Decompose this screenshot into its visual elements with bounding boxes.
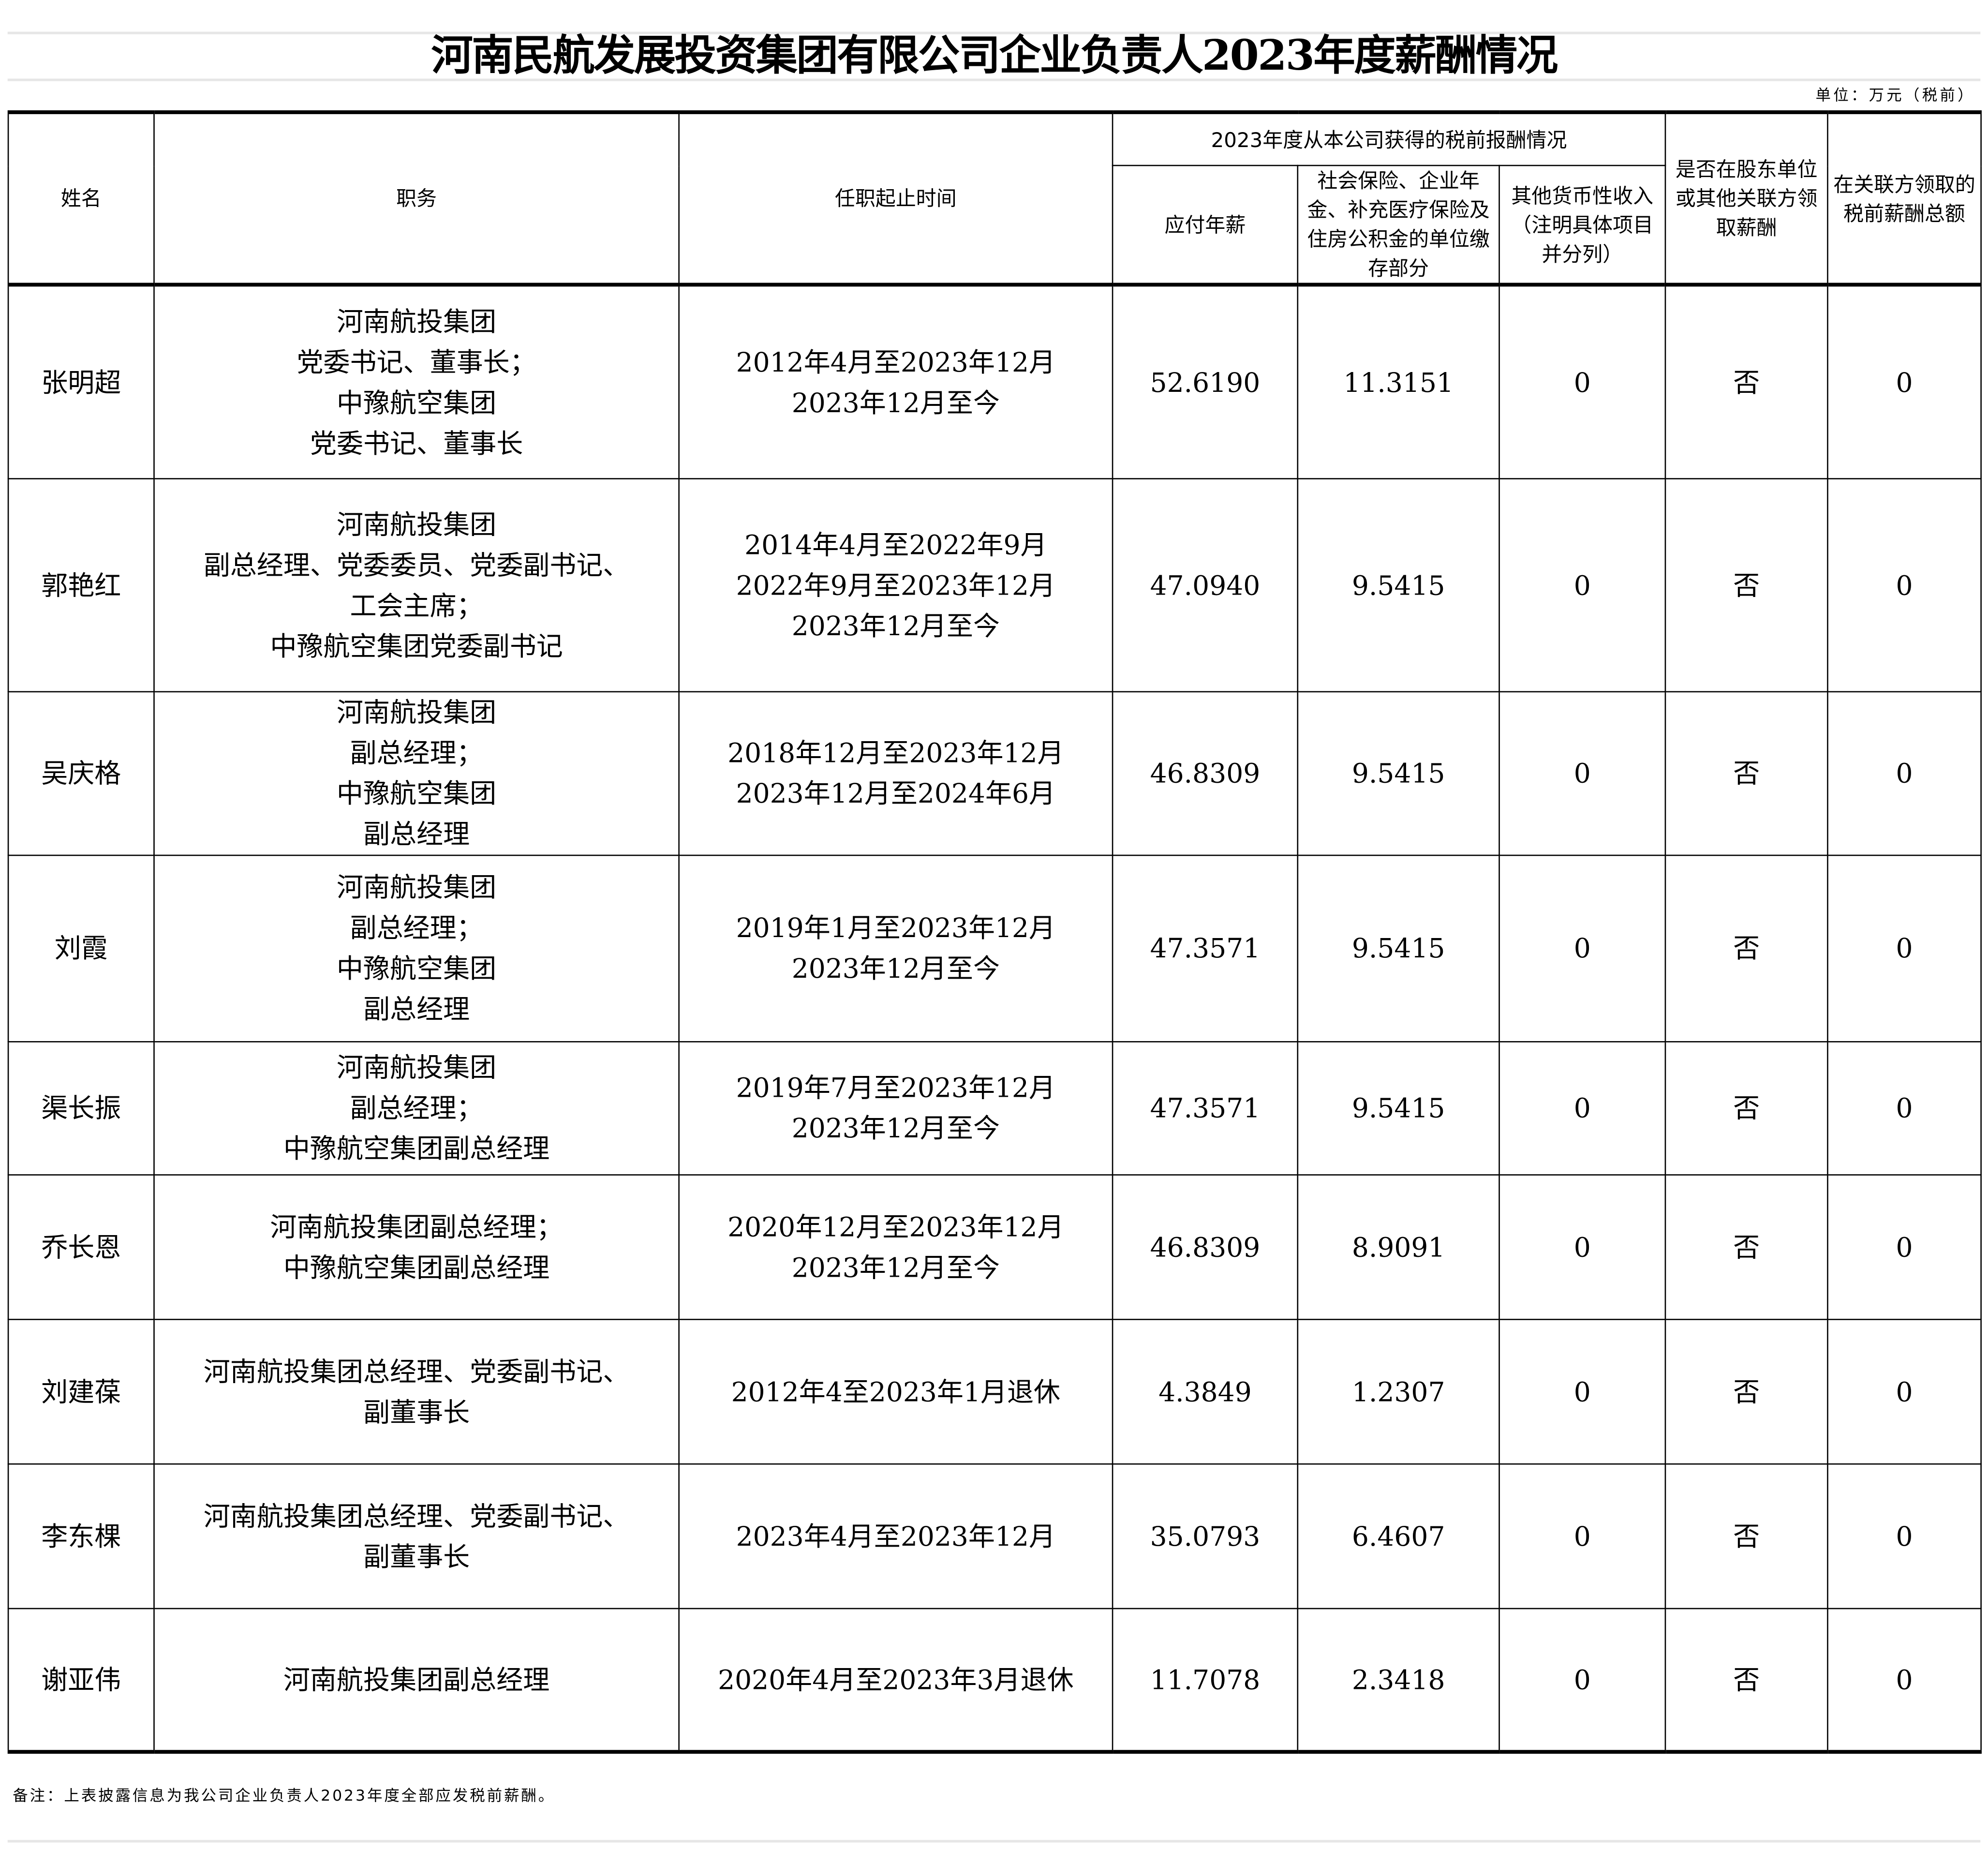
cell-term: 2020年4月至2023年3月退休: [678, 1608, 1113, 1754]
table-row: 刘建葆 河南航投集团总经理、党委副书记、 副董事长 2012年4至2023年1月退休…: [7, 1319, 1982, 1465]
cell-term: 2019年1月至2023年12月 2023年12月至今: [678, 854, 1113, 1043]
cell-name: 郭艳红: [7, 478, 155, 693]
cell-insurance: 11.3151: [1297, 284, 1500, 479]
cell-shareholder: 否: [1664, 1319, 1828, 1465]
cell-related: 0: [1827, 691, 1982, 856]
cell-related: 0: [1827, 1319, 1982, 1465]
cell-term: 2020年12月至2023年12月 2023年12月至今: [678, 1174, 1113, 1320]
cell-insurance: 6.4607: [1297, 1463, 1500, 1610]
cell-name: 乔长恩: [7, 1174, 155, 1320]
cell-related: 0: [1827, 1041, 1982, 1176]
cell-related: 0: [1827, 854, 1982, 1043]
table-row: 刘霞 河南航投集团 副总经理； 中豫航空集团 副总经理 2019年1月至2023年1…: [7, 854, 1982, 1043]
cell-other: 0: [1498, 478, 1666, 693]
cell-position: 河南航投集团副总经理: [153, 1608, 680, 1754]
cell-shareholder: 否: [1664, 1174, 1828, 1320]
cell-other: 0: [1498, 1319, 1666, 1465]
cell-term: 2023年4月至2023年12月: [678, 1463, 1113, 1610]
header-name: 姓名: [7, 110, 155, 287]
header-group: 2023年度从本公司获得的税前报酬情况: [1112, 110, 1666, 166]
table-row: 张明超 河南航投集团 党委书记、董事长； 中豫航空集团 党委书记、董事长 2012年…: [7, 284, 1982, 479]
header-shareholder: 是否在股东单位或其他关联方领取薪酬: [1664, 110, 1828, 287]
divider: [7, 78, 1981, 81]
cell-related: 0: [1827, 478, 1982, 693]
cell-name: 渠长振: [7, 1041, 155, 1176]
cell-shareholder: 否: [1664, 691, 1828, 856]
cell-insurance: 9.5415: [1297, 1041, 1500, 1176]
cell-other: 0: [1498, 284, 1666, 479]
cell-term: 2012年4至2023年1月退休: [678, 1319, 1113, 1465]
cell-name: 李东棵: [7, 1463, 155, 1610]
header-related: 在关联方领取的税前薪酬总额: [1827, 110, 1982, 287]
cell-term: 2018年12月至2023年12月 2023年12月至2024年6月: [678, 691, 1113, 856]
cell-other: 0: [1498, 691, 1666, 856]
header-insurance: 社会保险、企业年金、补充医疗保险及住房公积金的单位缴存部分: [1297, 164, 1500, 287]
cell-term: 2014年4月至2022年9月 2022年9月至2023年12月 2023年12…: [678, 478, 1113, 693]
divider: [7, 31, 1981, 34]
table-row: 谢亚伟 河南航投集团副总经理 2020年4月至2023年3月退休 11.7078 2.3…: [7, 1608, 1982, 1754]
header-position: 职务: [153, 110, 680, 287]
cell-other: 0: [1498, 1463, 1666, 1610]
cell-name: 刘霞: [7, 854, 155, 1043]
cell-name: 刘建葆: [7, 1319, 155, 1465]
cell-insurance: 9.5415: [1297, 478, 1500, 693]
cell-related: 0: [1827, 1174, 1982, 1320]
header-term: 任职起止时间: [678, 110, 1113, 287]
cell-shareholder: 否: [1664, 478, 1828, 693]
cell-other: 0: [1498, 1174, 1666, 1320]
cell-salary: 47.0940: [1112, 478, 1299, 693]
footnote: 备注：上表披露信息为我公司企业负责人2023年度全部应发税前薪酬。: [13, 1787, 556, 1804]
cell-other: 0: [1498, 1041, 1666, 1176]
cell-name: 张明超: [7, 284, 155, 479]
table-row: 李东棵 河南航投集团总经理、党委副书记、 副董事长 2023年4月至2023年12月…: [7, 1463, 1982, 1610]
cell-salary: 11.7078: [1112, 1608, 1299, 1754]
cell-other: 0: [1498, 1608, 1666, 1754]
cell-insurance: 9.5415: [1297, 854, 1500, 1043]
divider: [7, 1840, 1981, 1843]
table-row: 渠长振 河南航投集团 副总经理； 中豫航空集团副总经理 2019年7月至2023年1…: [7, 1041, 1982, 1176]
cell-insurance: 2.3418: [1297, 1608, 1500, 1754]
cell-name: 谢亚伟: [7, 1608, 155, 1754]
cell-insurance: 8.9091: [1297, 1174, 1500, 1320]
header-salary: 应付年薪: [1112, 164, 1299, 287]
cell-salary: 46.8309: [1112, 691, 1299, 856]
table-row: 乔长恩 河南航投集团副总经理； 中豫航空集团副总经理 2020年12月至2023年1…: [7, 1174, 1982, 1320]
table-row: 吴庆格 河南航投集团 副总经理； 中豫航空集团 副总经理 2018年12月至2023…: [7, 691, 1982, 856]
cell-salary: 52.6190: [1112, 284, 1299, 479]
cell-salary: 46.8309: [1112, 1174, 1299, 1320]
cell-related: 0: [1827, 1463, 1982, 1610]
cell-salary: 47.3571: [1112, 854, 1299, 1043]
cell-shareholder: 否: [1664, 284, 1828, 479]
cell-salary: 35.0793: [1112, 1463, 1299, 1610]
cell-position: 河南航投集团 副总经理； 中豫航空集团 副总经理: [153, 854, 680, 1043]
unit-label: 单位：万元（税前）: [1815, 86, 1975, 104]
cell-shareholder: 否: [1664, 854, 1828, 1043]
cell-shareholder: 否: [1664, 1041, 1828, 1176]
cell-position: 河南航投集团 副总经理； 中豫航空集团副总经理: [153, 1041, 680, 1176]
cell-other: 0: [1498, 854, 1666, 1043]
cell-related: 0: [1827, 1608, 1982, 1754]
cell-term: 2019年7月至2023年12月 2023年12月至今: [678, 1041, 1113, 1176]
cell-position: 河南航投集团 副总经理； 中豫航空集团 副总经理: [153, 691, 680, 856]
page-title: 河南民航发展投资集团有限公司企业负责人2023年度薪酬情况: [431, 30, 1558, 80]
cell-position: 河南航投集团 副总经理、党委委员、党委副书记、 工会主席； 中豫航空集团党委副书…: [153, 478, 680, 693]
cell-shareholder: 否: [1664, 1463, 1828, 1610]
table-row: 郭艳红 河南航投集团 副总经理、党委委员、党委副书记、 工会主席； 中豫航空集团党…: [7, 478, 1982, 693]
salary-table: 姓名 职务 任职起止时间 2023年度从本公司获得的税前报酬情况 是否在股东单位…: [7, 110, 1982, 1754]
header-other: 其他货币性收入（注明具体项目并分列）: [1498, 164, 1666, 287]
cell-shareholder: 否: [1664, 1608, 1828, 1754]
cell-position: 河南航投集团总经理、党委副书记、 副董事长: [153, 1319, 680, 1465]
cell-insurance: 1.2307: [1297, 1319, 1500, 1465]
cell-name: 吴庆格: [7, 691, 155, 856]
cell-position: 河南航投集团 党委书记、董事长； 中豫航空集团 党委书记、董事长: [153, 284, 680, 479]
cell-insurance: 9.5415: [1297, 691, 1500, 856]
cell-term: 2012年4月至2023年12月 2023年12月至今: [678, 284, 1113, 479]
cell-salary: 47.3571: [1112, 1041, 1299, 1176]
cell-related: 0: [1827, 284, 1982, 479]
cell-position: 河南航投集团副总经理； 中豫航空集团副总经理: [153, 1174, 680, 1320]
cell-position: 河南航投集团总经理、党委副书记、 副董事长: [153, 1463, 680, 1610]
cell-salary: 4.3849: [1112, 1319, 1299, 1465]
